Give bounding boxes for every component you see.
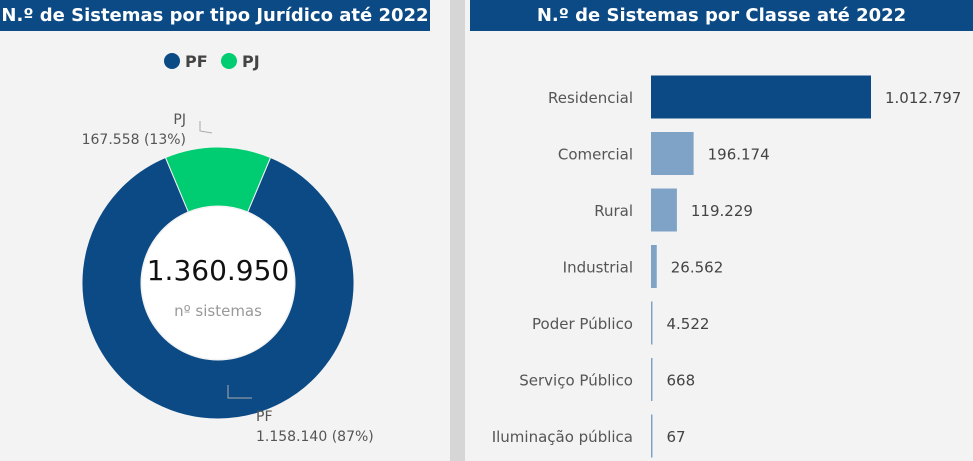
left-panel: N.º de Sistemas por tipo Jurídico até 20…	[0, 0, 450, 461]
legend-label-pf: PF	[185, 52, 208, 71]
bar-value-label: 67	[667, 428, 686, 446]
pf-slice-name-label: PF	[256, 409, 273, 425]
bar-category-label: Comercial	[558, 146, 633, 164]
bar-series: Residencial 1.012.797 Comercial 196.174 Rura…	[492, 75, 961, 458]
bar-value-label: 119.229	[691, 202, 753, 220]
pj-slice-name-label: PJ	[173, 112, 186, 128]
bar-category-label: Poder Público	[532, 315, 633, 333]
bar	[651, 358, 653, 401]
donut-center-value: 1.360.950	[147, 254, 290, 287]
bar	[651, 132, 694, 175]
bar-category-label: Industrial	[563, 259, 633, 277]
bar-category-label: Rural	[594, 202, 633, 220]
donut-slice-pf	[81, 156, 355, 420]
donut-center-caption: nº sistemas	[174, 302, 262, 320]
legend-marker-pj	[221, 53, 237, 69]
bar-chart-title: N.º de Sistemas por Classe até 2022	[470, 0, 973, 31]
pj-slice-value-label: 167.558 (13%)	[82, 132, 186, 148]
donut-hole	[142, 207, 294, 359]
bar	[651, 414, 653, 458]
bar-category-label: Serviço Público	[519, 372, 633, 390]
bar-value-label: 4.522	[667, 315, 710, 333]
right-panel: N.º de Sistemas por Classe até 2022 Resi…	[465, 0, 973, 461]
bar-chart: Residencial 1.012.797 Comercial 196.174 Rura…	[492, 75, 961, 458]
pf-callout: PF 1.158.140 (87%)	[227, 385, 374, 445]
bar	[651, 245, 657, 288]
bar-category-label: Residencial	[548, 89, 633, 107]
bar-value-label: 668	[667, 372, 696, 390]
donut-chart: PF PJ 1.360.950 nº sistemas PJ 167.558 (1…	[81, 52, 374, 445]
pj-callout: PJ 167.558 (13%)	[82, 112, 213, 148]
pj-leader-line	[199, 121, 213, 134]
bar	[651, 188, 677, 232]
bar-value-label: 26.562	[671, 259, 724, 277]
legend-marker-pf	[164, 53, 180, 69]
pf-slice-value-label: 1.158.140 (87%)	[256, 429, 374, 445]
bar-value-label: 196.174	[708, 146, 770, 164]
donut-legend: PF PJ	[164, 52, 260, 71]
donut-chart-title: N.º de Sistemas por tipo Jurídico até 20…	[0, 0, 430, 31]
donut-slices	[81, 146, 355, 420]
pf-leader-line	[227, 385, 252, 399]
legend-label-pj: PJ	[242, 52, 260, 71]
bar	[651, 75, 871, 119]
bar-value-label: 1.012.797	[885, 89, 961, 107]
bar-category-label: Iluminação pública	[492, 428, 633, 446]
bar	[651, 301, 653, 345]
